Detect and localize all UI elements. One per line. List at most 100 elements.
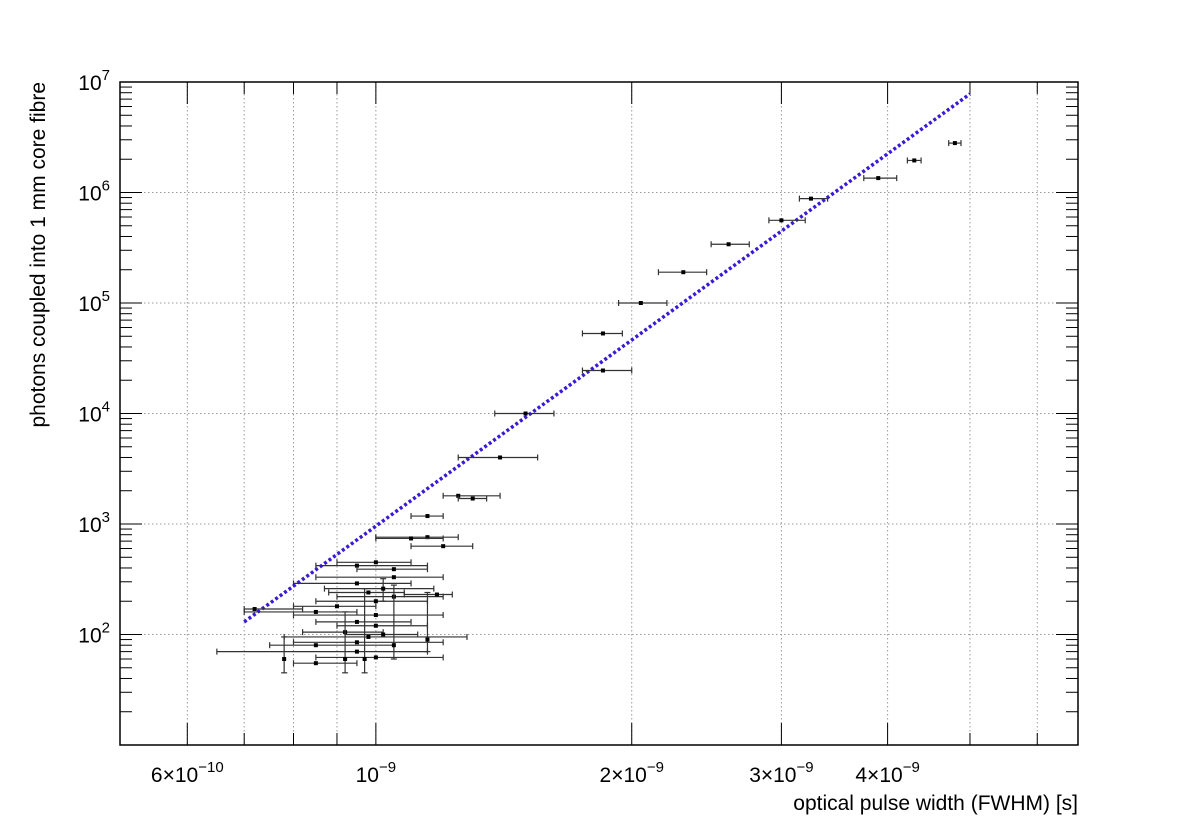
data-point (315, 654, 444, 661)
point-marker (313, 609, 318, 614)
data-point (323, 578, 435, 602)
data-point (410, 543, 474, 550)
point-marker (334, 604, 339, 609)
data-point (269, 642, 395, 649)
point-marker (425, 535, 430, 540)
point-marker (808, 196, 813, 201)
point-marker (391, 643, 396, 648)
point-marker (726, 242, 731, 247)
point-marker (470, 496, 475, 501)
data-point (361, 588, 368, 674)
point-marker (425, 514, 430, 519)
x-tick-labels: 6×10−10 10−9 2×10−9 3×10−9 4×10−9 (151, 759, 920, 787)
data-point (315, 618, 412, 625)
data-point (292, 612, 444, 619)
plot-frame (119, 81, 1079, 746)
data-point (403, 591, 453, 598)
data-point (292, 639, 444, 646)
point-marker (381, 632, 386, 637)
fit-line (243, 92, 971, 624)
data-point (375, 535, 444, 542)
data-point (243, 608, 358, 615)
data-point (457, 495, 488, 502)
point-marker (409, 536, 414, 541)
point-marker (441, 544, 446, 549)
point-marker (952, 141, 957, 146)
x-tick-label: 10−9 (356, 759, 396, 787)
data-point (292, 580, 412, 587)
point-marker (252, 607, 257, 612)
point-marker (876, 176, 881, 181)
point-marker (523, 411, 528, 416)
point-marker (354, 563, 359, 568)
y-tick-label: 106 (78, 178, 110, 206)
data-point (375, 534, 459, 541)
point-marker (912, 158, 917, 163)
y-tick-labels: 102 103 104 105 106 107 (78, 67, 110, 648)
x-tick-label: 6×10−10 (151, 759, 224, 787)
data-point (243, 606, 304, 613)
data-point (424, 591, 431, 653)
data-point (281, 636, 288, 674)
point-marker (373, 613, 378, 618)
y-tick-label: 102 (78, 620, 110, 648)
point-marker (391, 575, 396, 580)
x-tick-label: 2×10−9 (600, 759, 664, 787)
data-point (906, 157, 922, 164)
data-point (710, 241, 750, 248)
point-marker (373, 599, 378, 604)
data-point (390, 584, 397, 660)
data-point (336, 622, 429, 629)
data-point (581, 367, 633, 374)
data-point (457, 454, 539, 461)
fit-layer (243, 92, 971, 624)
data-point (494, 410, 555, 417)
point-marker (638, 301, 643, 305)
y-axis-title: photons coupled into 1 mm core fibre (27, 82, 50, 428)
point-marker (373, 560, 378, 565)
data-point (336, 559, 412, 566)
point-marker (381, 586, 386, 591)
data-point (342, 611, 349, 674)
y-tick-label: 107 (78, 67, 110, 95)
data-point (315, 598, 429, 605)
data-point (328, 589, 405, 596)
data-point (768, 217, 806, 224)
x-tick-label: 3×10−9 (749, 759, 813, 787)
tick-layer (119, 81, 1078, 746)
data-point (863, 175, 898, 182)
point-marker (600, 368, 605, 373)
point-marker (343, 657, 348, 662)
point-marker (354, 581, 359, 586)
point-marker (373, 623, 378, 628)
point-marker (354, 640, 359, 645)
x-axis-title: optical pulse width (FWHM) [s] (793, 792, 1078, 815)
data-point (798, 195, 829, 202)
x-tick-label: 4×10−9 (855, 759, 919, 787)
grid-layer (120, 81, 1078, 745)
y-tick-label: 105 (78, 288, 110, 316)
point-marker (373, 655, 378, 660)
data-point (292, 603, 377, 610)
data-point (410, 513, 444, 520)
data-point (216, 648, 429, 655)
data-point (315, 574, 444, 581)
y-tick-label: 103 (78, 509, 110, 537)
point-marker (681, 270, 686, 275)
data-point (356, 566, 429, 573)
point-marker (313, 661, 318, 666)
point-marker (366, 634, 371, 639)
data-point (657, 269, 708, 276)
point-marker (425, 637, 430, 642)
point-marker (434, 592, 439, 597)
point-marker (779, 218, 784, 223)
point-marker (362, 657, 367, 662)
point-marker (354, 619, 359, 624)
point-marker (282, 657, 287, 662)
point-marker (313, 643, 318, 648)
y-tick-label: 104 (78, 399, 110, 427)
point-marker (366, 590, 371, 595)
point-marker (354, 649, 359, 654)
data-point (292, 660, 358, 667)
